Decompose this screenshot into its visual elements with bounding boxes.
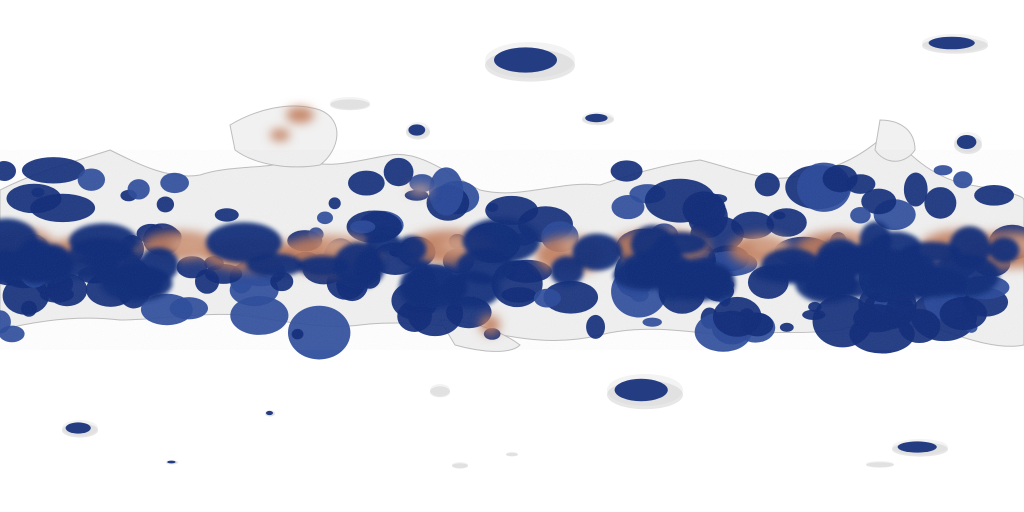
island-lake: [897, 441, 937, 453]
island-lake: [614, 378, 668, 402]
island-lake: [408, 124, 426, 136]
island-lake: [585, 113, 608, 123]
island-shadow: [430, 386, 450, 398]
island-lake: [494, 47, 557, 73]
island-lake: [266, 410, 273, 416]
island-lake: [928, 36, 975, 50]
island-shadow: [506, 452, 518, 457]
desert-patch: [270, 129, 290, 141]
island-lake: [956, 135, 977, 149]
terrain-texture: [0, 150, 1024, 350]
desert-patch: [286, 107, 314, 123]
island-shadow: [866, 462, 894, 468]
islands: [62, 34, 988, 469]
island-shadow: [452, 463, 468, 469]
island-lake: [65, 422, 91, 434]
island-shadow: [330, 99, 370, 111]
island-lake: [167, 460, 176, 464]
